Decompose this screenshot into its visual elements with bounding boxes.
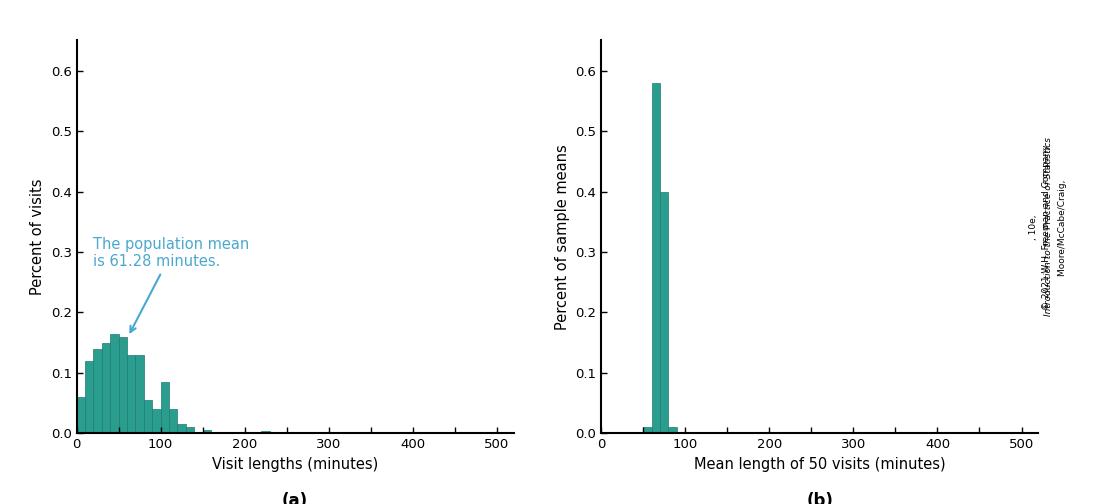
Bar <box>169 409 177 433</box>
Bar <box>161 382 169 433</box>
Bar <box>144 400 152 433</box>
Bar <box>669 427 677 433</box>
Bar <box>136 355 144 433</box>
X-axis label: Visit lengths (minutes): Visit lengths (minutes) <box>212 457 378 472</box>
Bar <box>77 397 85 433</box>
Text: Moore/McCabe/Craig,: Moore/McCabe/Craig, <box>1058 177 1067 276</box>
Text: (b): (b) <box>807 492 833 504</box>
Text: (a): (a) <box>282 492 308 504</box>
Bar <box>177 424 186 433</box>
Bar <box>286 431 295 433</box>
Text: Introduction to the Practice of Statistics: Introduction to the Practice of Statisti… <box>1044 137 1053 317</box>
Bar <box>186 427 195 433</box>
Text: , 10e,: , 10e, <box>1030 214 1038 239</box>
Bar <box>660 192 669 433</box>
Text: © 2021 W.H. Freeman and Company: © 2021 W.H. Freeman and Company <box>1042 144 1050 309</box>
Bar <box>643 427 651 433</box>
X-axis label: Mean length of 50 visits (minutes): Mean length of 50 visits (minutes) <box>694 457 945 472</box>
Bar <box>127 355 136 433</box>
Bar <box>152 409 161 433</box>
Y-axis label: Percent of visits: Percent of visits <box>31 178 45 295</box>
Bar <box>261 431 270 433</box>
Bar <box>110 334 118 433</box>
Bar <box>93 349 102 433</box>
Bar <box>118 337 127 433</box>
Bar <box>85 361 93 433</box>
Bar <box>202 430 211 433</box>
Text: The population mean
is 61.28 minutes.: The population mean is 61.28 minutes. <box>93 237 249 332</box>
Bar <box>102 343 110 433</box>
Bar <box>651 83 660 433</box>
Y-axis label: Percent of sample means: Percent of sample means <box>555 144 569 330</box>
